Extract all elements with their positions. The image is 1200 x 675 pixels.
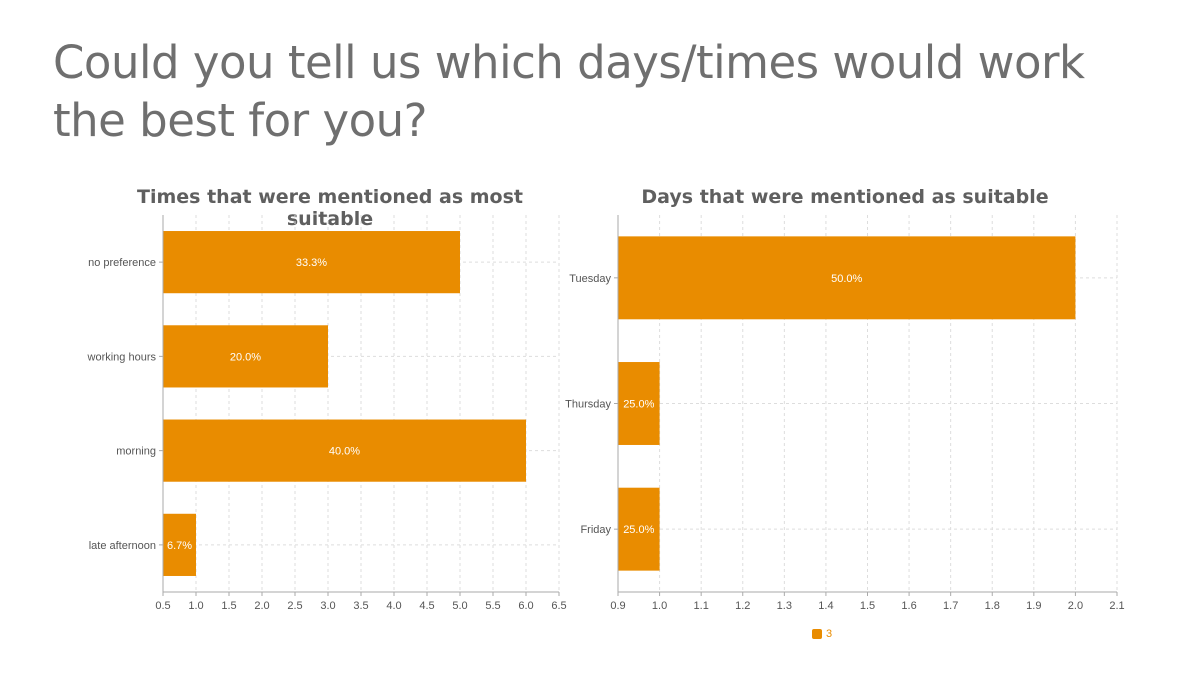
bar-thursday — [618, 362, 660, 445]
x-tick-label: 1.1 — [694, 600, 709, 612]
x-tick-label: 6.0 — [518, 600, 533, 612]
x-tick-label: 1.0 — [652, 600, 667, 612]
x-tick-label: 4.0 — [386, 600, 401, 612]
category-label: Friday — [580, 524, 611, 536]
chart-title-times: Times that were mentioned as most suitab… — [137, 186, 523, 230]
bar-value-label: 50.0% — [831, 273, 862, 285]
chart-legend[interactable]: 3 — [812, 628, 832, 640]
x-tick-label: 2.0 — [1068, 600, 1083, 612]
x-tick-label: 1.0 — [188, 600, 203, 612]
chart-title-days: Days that were mentioned as suitable — [641, 186, 1049, 208]
times-bar-chart: 0.5 1.0 1.5 2.0 2.5 3.0 3.5 4.0 4.5 5.0 5.5 6.0 6.5 n… — [87, 215, 567, 612]
bar-friday — [618, 487, 660, 571]
x-tick-label: 1.8 — [985, 600, 1000, 612]
x-tick-label: 1.9 — [1026, 600, 1041, 612]
x-tick-label: 1.2 — [735, 600, 750, 612]
bar-tuesday — [618, 236, 1076, 320]
bar-value-label: 25.0% — [623, 524, 654, 536]
x-tick-label: 2.5 — [287, 600, 302, 612]
x-tick-label: 1.6 — [901, 600, 916, 612]
category-label: Tuesday — [569, 273, 611, 285]
x-tick-label: 3.5 — [353, 600, 368, 612]
x-tick-label: 1.4 — [818, 600, 833, 612]
x-tick-label: 3.0 — [320, 600, 335, 612]
x-tick-label: 1.5 — [221, 600, 236, 612]
bar-value-label: 6.7% — [167, 540, 192, 552]
x-tick-label: 1.5 — [860, 600, 875, 612]
slide-title: Could you tell us which days/times would… — [53, 36, 1085, 147]
x-tick-label: 5.5 — [485, 600, 500, 612]
legend-swatch — [812, 629, 822, 639]
category-label: morning — [116, 446, 156, 458]
x-tick-label: 4.5 — [419, 600, 434, 612]
x-tick-label: 1.3 — [777, 600, 792, 612]
bar-no-preference — [163, 231, 460, 294]
x-tick-label: 5.0 — [452, 600, 467, 612]
category-label: working hours — [87, 351, 157, 363]
x-tick-label: 2.0 — [254, 600, 269, 612]
category-label: no preference — [88, 257, 156, 269]
legend-label: 3 — [826, 628, 833, 640]
bar-value-label: 25.0% — [623, 399, 654, 411]
bar-late-afternoon — [163, 513, 196, 576]
category-label: late afternoon — [89, 540, 156, 552]
x-tick-label: 2.1 — [1109, 600, 1124, 612]
bar-morning — [163, 419, 526, 482]
category-label: Thursday — [565, 399, 611, 411]
x-tick-label: 1.7 — [943, 600, 958, 612]
x-tick-label: 0.9 — [610, 600, 625, 612]
bar-working-hours — [163, 325, 328, 388]
x-tick-label: 0.5 — [155, 600, 170, 612]
x-tick-label: 6.5 — [551, 600, 566, 612]
bar-value-label: 20.0% — [230, 351, 261, 363]
bar-value-label: 40.0% — [329, 446, 360, 458]
bar-value-label: 33.3% — [296, 257, 327, 269]
